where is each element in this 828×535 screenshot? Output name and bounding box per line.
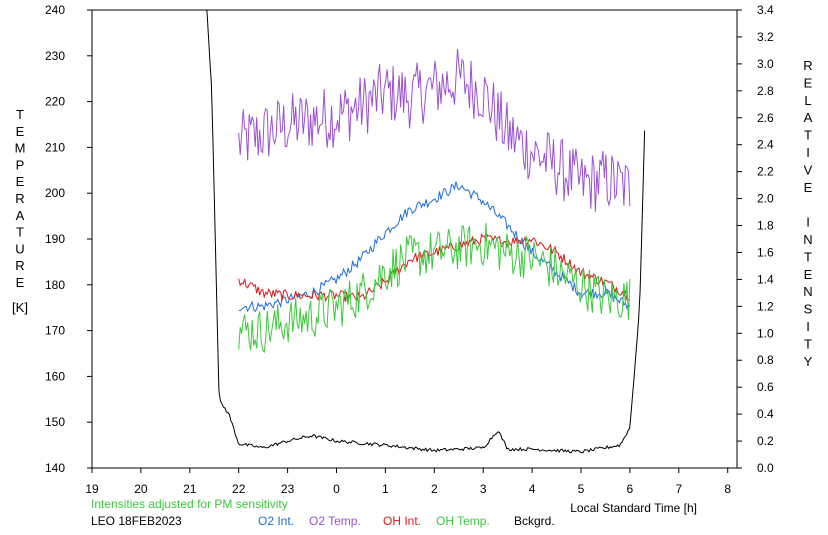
legend: O2 Int. O2 Temp. OH Int. OH Temp. Bckgrd. [258, 514, 555, 528]
left-axis-label-letter: E [16, 174, 25, 189]
x-tick-label: 23 [281, 482, 295, 496]
right-axis-label-letter: S [804, 302, 813, 317]
series-line-oh-int [238, 233, 630, 303]
x-axis-label: Local Standard Time [h] [570, 501, 697, 515]
left-axis-label-letter: E [16, 124, 25, 139]
right-axis-label-letter: N [803, 284, 812, 299]
x-tick-label: 2 [431, 482, 438, 496]
right-tick-label: 1.8 [757, 219, 774, 233]
x-tick-label: 6 [627, 482, 634, 496]
legend-item-bckgrd: Bckgrd. [514, 514, 555, 528]
left-axis-unit: [K] [12, 300, 28, 315]
right-axis-label-letter: V [804, 162, 813, 177]
x-tick-label: 19 [85, 482, 99, 496]
series-line-o2-int [238, 181, 631, 313]
right-axis-label-letter: T [804, 336, 812, 351]
right-tick-label: 1.6 [757, 245, 774, 259]
left-axis-ticks: 140 150 160 170 180 190 200 210 220 230 240 [45, 3, 92, 475]
right-tick-label: 3.2 [757, 30, 774, 44]
legend-item-oh-int: OH Int. [383, 514, 421, 528]
right-tick-label: 0.8 [757, 353, 774, 367]
left-tick-label: 200 [45, 186, 65, 200]
left-axis-label-letter: E [16, 275, 25, 290]
x-tick-label: 8 [724, 482, 731, 496]
right-tick-label: 2.2 [757, 165, 774, 179]
right-tick-label: 2.8 [757, 84, 774, 98]
right-tick-label: 1.4 [757, 272, 774, 286]
left-axis-label-letter: R [15, 258, 24, 273]
right-axis-label-letter: T [804, 128, 812, 143]
left-tick-label: 190 [45, 232, 65, 246]
series-group [206, 10, 646, 454]
left-axis-label-letter: T [16, 107, 24, 122]
right-axis-label-letter: A [804, 110, 813, 125]
right-axis-label-letter: E [804, 75, 813, 90]
left-axis-label-letter: R [15, 191, 24, 206]
right-axis-label-letter: E [804, 267, 813, 282]
left-axis-label-letter: U [15, 241, 24, 256]
x-tick-label: 20 [134, 482, 148, 496]
x-tick-label: 4 [529, 482, 536, 496]
right-axis-label-letter: I [806, 145, 810, 160]
right-tick-label: 3.0 [757, 57, 774, 71]
right-axis-label-letter: R [803, 58, 812, 73]
x-axis-ticks: 19 20 21 22 23 0 1 2 3 4 5 6 7 8 [85, 468, 731, 496]
right-axis-label-letter: E [804, 180, 813, 195]
x-tick-label: 7 [675, 482, 682, 496]
right-tick-label: 2.6 [757, 111, 774, 125]
x-tick-label: 1 [382, 482, 389, 496]
legend-item-o2-temp: O2 Temp. [309, 514, 361, 528]
right-tick-label: 2.4 [757, 138, 774, 152]
station-date-label: LEO 18FEB2023 [91, 514, 182, 528]
left-tick-label: 210 [45, 140, 65, 154]
right-axis-label-letter: Y [804, 354, 813, 369]
left-tick-label: 240 [45, 3, 65, 17]
left-axis-label-letter: A [16, 208, 25, 223]
series-line-bckgrd [206, 10, 646, 454]
left-axis-label-letter: M [15, 141, 26, 156]
left-tick-label: 160 [45, 369, 65, 383]
x-tick-label: 22 [232, 482, 246, 496]
x-tick-label: 21 [183, 482, 197, 496]
x-tick-label: 3 [480, 482, 487, 496]
right-tick-label: 0.6 [757, 380, 774, 394]
right-axis-label-letter: N [803, 232, 812, 247]
right-axis-label-letter: I [806, 319, 810, 334]
left-tick-label: 150 [45, 415, 65, 429]
right-tick-label: 0.2 [757, 434, 774, 448]
right-axis-ticks: 0.0 0.2 0.4 0.6 0.8 1.0 1.2 1.4 1.6 1.8 2.0 2.2 2.4 2… [737, 3, 774, 475]
right-tick-label: 0.4 [757, 407, 774, 421]
left-axis-label-letter: T [16, 225, 24, 240]
left-tick-label: 140 [45, 461, 65, 475]
right-tick-label: 1.0 [757, 326, 774, 340]
right-axis-label-letter: I [806, 215, 810, 230]
x-tick-label: 0 [333, 482, 340, 496]
sensitivity-note: Intensities adjusted for PM sensitivity [91, 497, 288, 511]
right-tick-label: 3.4 [757, 3, 774, 17]
right-axis-label-letter: L [804, 93, 811, 108]
left-tick-label: 170 [45, 324, 65, 338]
right-axis-label-letter: T [804, 249, 812, 264]
right-tick-label: 1.2 [757, 299, 774, 313]
series-line-o2-temp [238, 48, 631, 212]
right-tick-label: 2.0 [757, 192, 774, 206]
left-tick-label: 220 [45, 95, 65, 109]
legend-item-o2-int: O2 Int. [258, 514, 294, 528]
right-tick-label: 0.0 [757, 461, 774, 475]
legend-item-oh-temp: OH Temp. [436, 514, 490, 528]
series-line-oh-temp [238, 222, 631, 354]
x-tick-label: 5 [578, 482, 585, 496]
left-tick-label: 230 [45, 49, 65, 63]
left-tick-label: 180 [45, 278, 65, 292]
left-axis-label-letter: P [16, 157, 25, 172]
